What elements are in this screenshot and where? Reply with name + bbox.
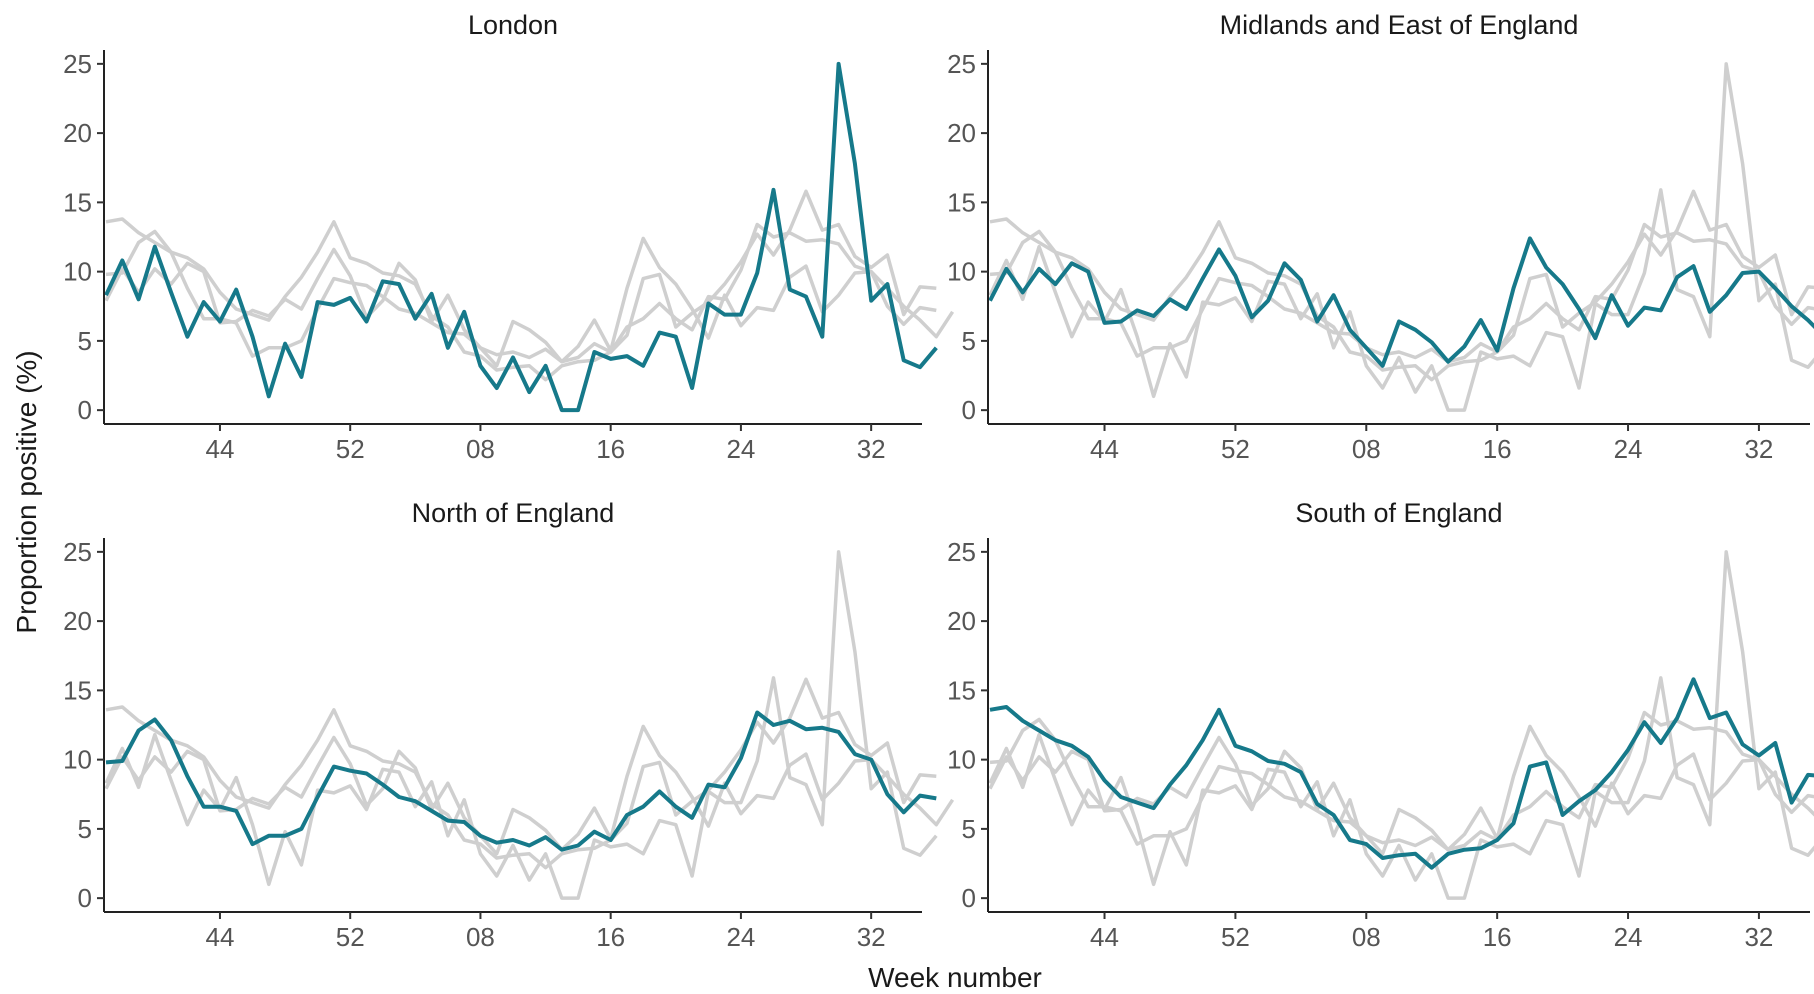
series-line-highlight-south-of-england bbox=[989, 677, 1814, 870]
x-tick-label: 44 bbox=[1090, 922, 1119, 952]
y-tick-label: 0 bbox=[962, 883, 976, 913]
panel-title: South of England bbox=[1295, 498, 1502, 528]
panel-title: London bbox=[468, 10, 558, 40]
x-tick-label: 24 bbox=[1614, 922, 1643, 952]
x-tick-label: 52 bbox=[1221, 434, 1250, 464]
series-line-background-north-of-england bbox=[989, 222, 1814, 364]
y-tick-label: 25 bbox=[63, 537, 92, 567]
series-line-background-london bbox=[104, 550, 938, 900]
x-tick-label: 16 bbox=[596, 434, 625, 464]
y-tick-label: 5 bbox=[962, 814, 976, 844]
y-tick-label: 15 bbox=[63, 187, 92, 217]
series-line-highlight-north-of-england bbox=[105, 710, 937, 852]
x-tick-label: 08 bbox=[1352, 434, 1381, 464]
x-tick-label: 08 bbox=[466, 434, 495, 464]
series-line-background-south-of-england bbox=[989, 189, 1814, 382]
x-tick-label: 32 bbox=[1744, 922, 1773, 952]
series-line-background-north-of-england bbox=[989, 710, 1814, 852]
y-tick-label: 10 bbox=[63, 745, 92, 775]
series-line-background-south-of-england bbox=[105, 677, 937, 870]
y-tick-label: 15 bbox=[63, 675, 92, 705]
y-tick-label: 15 bbox=[947, 675, 976, 705]
y-tick-label: 5 bbox=[78, 814, 92, 844]
panel-title: Midlands and East of England bbox=[1220, 10, 1579, 40]
y-tick-label: 0 bbox=[962, 395, 976, 425]
x-tick-label: 24 bbox=[726, 922, 755, 952]
y-tick-label: 25 bbox=[947, 537, 976, 567]
panel-midlands-and-east-of-england: Midlands and East of England 0 5 10 15 20 25 44… bbox=[947, 10, 1814, 464]
panel-south-of-england: South of England 0 5 10 15 20 25 44 52 08 16 24 32 bbox=[947, 498, 1814, 952]
x-tick-label: 52 bbox=[336, 922, 365, 952]
x-tick-label: 08 bbox=[1352, 922, 1381, 952]
series-line-background-north-of-england bbox=[105, 222, 937, 364]
series-line-background-london bbox=[988, 550, 1814, 900]
panel-london: London 0 5 10 15 20 25 44 52 08 16 24 32 bbox=[63, 10, 955, 464]
y-tick-label: 20 bbox=[63, 118, 92, 148]
y-tick-label: 15 bbox=[947, 187, 976, 217]
x-tick-label: 52 bbox=[1221, 922, 1250, 952]
y-tick-label: 5 bbox=[962, 326, 976, 356]
x-tick-label: 24 bbox=[726, 434, 755, 464]
x-tick-label: 32 bbox=[857, 434, 886, 464]
panel-north-of-england: North of England 0 5 10 15 20 25 44 52 08 16 24 32 bbox=[63, 498, 955, 952]
y-tick-label: 5 bbox=[78, 326, 92, 356]
y-tick-label: 0 bbox=[78, 883, 92, 913]
y-tick-label: 10 bbox=[947, 745, 976, 775]
x-tick-label: 16 bbox=[1483, 922, 1512, 952]
x-tick-label: 32 bbox=[1744, 434, 1773, 464]
x-tick-label: 24 bbox=[1614, 434, 1643, 464]
x-tick-label: 44 bbox=[205, 922, 234, 952]
x-tick-label: 52 bbox=[336, 434, 365, 464]
y-tick-label: 10 bbox=[947, 257, 976, 287]
y-axis-title: Proportion positive (%) bbox=[11, 350, 42, 633]
x-tick-label: 44 bbox=[205, 434, 234, 464]
panel-title: North of England bbox=[412, 498, 615, 528]
y-tick-label: 20 bbox=[63, 606, 92, 636]
y-tick-label: 20 bbox=[947, 606, 976, 636]
x-axis-title: Week number bbox=[868, 962, 1042, 993]
y-tick-label: 0 bbox=[78, 395, 92, 425]
y-tick-label: 25 bbox=[63, 49, 92, 79]
x-tick-label: 16 bbox=[596, 922, 625, 952]
x-tick-label: 08 bbox=[466, 922, 495, 952]
x-tick-label: 32 bbox=[857, 922, 886, 952]
y-tick-label: 10 bbox=[63, 257, 92, 287]
series-line-highlight-midlands-and-east-of-england bbox=[988, 236, 1814, 368]
y-tick-label: 25 bbox=[947, 49, 976, 79]
series-line-background-london bbox=[988, 62, 1814, 412]
y-tick-label: 20 bbox=[947, 118, 976, 148]
x-tick-label: 44 bbox=[1090, 434, 1119, 464]
series-line-highlight-london bbox=[104, 61, 938, 413]
x-tick-label: 16 bbox=[1483, 434, 1512, 464]
